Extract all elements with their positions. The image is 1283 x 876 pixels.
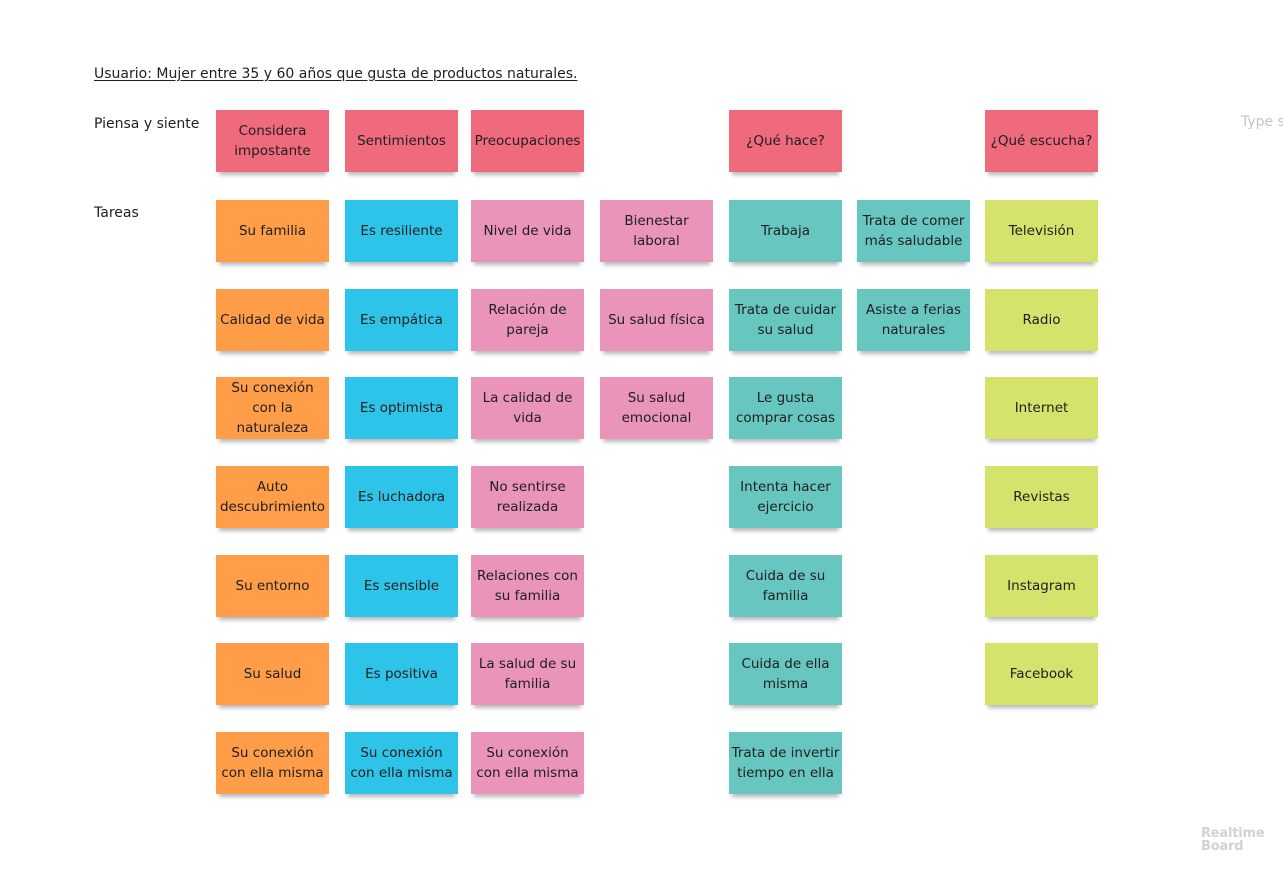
sticky-note-feelings[interactable]: Su conexión con ella misma	[345, 732, 458, 794]
sticky-text: Trata de invertir tiempo en ella	[731, 745, 840, 781]
sticky-text: Su salud	[243, 666, 302, 682]
sticky-text: Televisión	[1008, 223, 1075, 239]
sticky-note-listens[interactable]: Televisión	[985, 200, 1098, 262]
sticky-note-does[interactable]: Cuida de ella misma	[729, 643, 842, 705]
row-label-piensa-y-siente: Piensa y siente	[94, 116, 200, 132]
sticky-text: Trata de comer más saludable	[862, 213, 965, 249]
sticky-text: ¿Qué escucha?	[990, 133, 1093, 149]
sticky-note-worries-extra[interactable]: Su salud física	[600, 289, 713, 351]
sticky-note-listens[interactable]: Instagram	[985, 555, 1098, 617]
sticky-text: Su conexión con la naturaleza	[231, 380, 314, 436]
sticky-text: Es optimista	[359, 400, 444, 416]
sticky-note-does-extra[interactable]: Asiste a ferias naturales	[857, 289, 970, 351]
sticky-note-family[interactable]: Su familia	[216, 200, 329, 262]
sticky-text: La calidad de vida	[482, 390, 573, 426]
sticky-note-worries[interactable]: Nivel de vida	[471, 200, 584, 262]
type-hint-text: Type s	[1241, 114, 1283, 130]
sticky-header-note[interactable]: ¿Qué escucha?	[985, 110, 1098, 172]
sticky-header-note[interactable]: ¿Qué hace?	[729, 110, 842, 172]
sticky-text: La salud de su familia	[478, 656, 577, 692]
sticky-note-worries[interactable]: Su conexión con ella misma	[471, 732, 584, 794]
sticky-note-does[interactable]: Trata de cuidar su salud	[729, 289, 842, 351]
sticky-note-family[interactable]: Su conexión con ella misma	[216, 732, 329, 794]
sticky-note-does[interactable]: Cuida de su familia	[729, 555, 842, 617]
sticky-note-family[interactable]: Calidad de vida	[216, 289, 329, 351]
sticky-note-listens[interactable]: Revistas	[985, 466, 1098, 528]
sticky-note-feelings[interactable]: Es resiliente	[345, 200, 458, 262]
sticky-text: Auto descubrimiento	[219, 479, 326, 515]
sticky-note-does-extra[interactable]: Trata de comer más saludable	[857, 200, 970, 262]
sticky-text: Radio	[1022, 312, 1061, 328]
sticky-text: Trabaja	[761, 223, 810, 239]
sticky-note-feelings[interactable]: Es luchadora	[345, 466, 458, 528]
sticky-note-worries[interactable]: Relaciones con su familia	[471, 555, 584, 617]
sticky-text: Su conexión con ella misma	[221, 745, 324, 781]
sticky-text: Es resiliente	[360, 223, 443, 239]
sticky-text: Calidad de vida	[220, 312, 325, 328]
sticky-text: Su familia	[238, 223, 307, 239]
sticky-text: Internet	[1014, 400, 1069, 416]
sticky-text: Cuida de ella misma	[741, 656, 830, 692]
sticky-note-feelings[interactable]: Es optimista	[345, 377, 458, 439]
sticky-text: Cuida de su familia	[745, 568, 826, 604]
sticky-text: Instagram	[1007, 578, 1076, 594]
row-label-tareas: Tareas	[94, 205, 139, 221]
sticky-text: Es luchadora	[357, 489, 446, 505]
sticky-text: Su entorno	[235, 578, 310, 594]
sticky-text: Es sensible	[363, 578, 440, 594]
sticky-text: Es empática	[360, 312, 443, 328]
logo-line-1: Realtime	[1201, 826, 1265, 841]
sticky-text: Considera impostante	[234, 123, 311, 159]
sticky-note-does[interactable]: Trabaja	[729, 200, 842, 262]
sticky-note-listens[interactable]: Internet	[985, 377, 1098, 439]
sticky-note-worries-extra[interactable]: Su salud emocional	[600, 377, 713, 439]
sticky-note-worries[interactable]: Relación de pareja	[471, 289, 584, 351]
sticky-note-family[interactable]: Su entorno	[216, 555, 329, 617]
board-title: Usuario: Mujer entre 35 y 60 años que gu…	[94, 66, 578, 82]
sticky-note-worries[interactable]: La salud de su familia	[471, 643, 584, 705]
sticky-note-worries[interactable]: La calidad de vida	[471, 377, 584, 439]
sticky-text: Relación de pareja	[488, 302, 567, 338]
sticky-text: Su conexión con ella misma	[476, 745, 579, 781]
sticky-text: Asiste a ferias naturales	[865, 302, 962, 338]
sticky-note-does[interactable]: Le gusta comprar cosas	[729, 377, 842, 439]
sticky-note-does[interactable]: Trata de invertir tiempo en ella	[729, 732, 842, 794]
sticky-text: Preocupaciones	[474, 133, 581, 149]
sticky-header-note[interactable]: Preocupaciones	[471, 110, 584, 172]
sticky-note-worries-extra[interactable]: Bienestar laboral	[600, 200, 713, 262]
sticky-text: Bienestar laboral	[624, 213, 689, 249]
sticky-note-feelings[interactable]: Es sensible	[345, 555, 458, 617]
sticky-text: Trata de cuidar su salud	[734, 302, 837, 338]
sticky-text: Intenta hacer ejercicio	[740, 479, 831, 515]
sticky-note-listens[interactable]: Radio	[985, 289, 1098, 351]
sticky-text: ¿Qué hace?	[746, 133, 825, 149]
sticky-note-worries[interactable]: No sentirse realizada	[471, 466, 584, 528]
sticky-header-note[interactable]: Considera impostante	[216, 110, 329, 172]
sticky-note-family[interactable]: Su conexión con la naturaleza	[216, 377, 329, 439]
sticky-note-family[interactable]: Auto descubrimiento	[216, 466, 329, 528]
sticky-text: No sentirse realizada	[489, 479, 566, 515]
sticky-note-does[interactable]: Intenta hacer ejercicio	[729, 466, 842, 528]
sticky-text: Le gusta comprar cosas	[735, 390, 836, 426]
sticky-text: Relaciones con su familia	[477, 568, 578, 604]
sticky-note-feelings[interactable]: Es positiva	[345, 643, 458, 705]
realtimeboard-logo: Realtime Board	[1201, 827, 1265, 853]
logo-line-2: Board	[1201, 839, 1244, 854]
sticky-header-note[interactable]: Sentimientos	[345, 110, 458, 172]
sticky-text: Es positiva	[365, 666, 438, 682]
sticky-text: Su salud física	[608, 312, 705, 328]
sticky-text: Nivel de vida	[483, 223, 572, 239]
sticky-text: Su salud emocional	[621, 390, 692, 426]
sticky-text: Su conexión con ella misma	[350, 745, 453, 781]
sticky-note-listens[interactable]: Facebook	[985, 643, 1098, 705]
sticky-note-feelings[interactable]: Es empática	[345, 289, 458, 351]
sticky-text: Facebook	[1009, 666, 1074, 682]
sticky-text: Revistas	[1013, 489, 1070, 505]
sticky-text: Sentimientos	[357, 133, 446, 149]
sticky-note-family[interactable]: Su salud	[216, 643, 329, 705]
